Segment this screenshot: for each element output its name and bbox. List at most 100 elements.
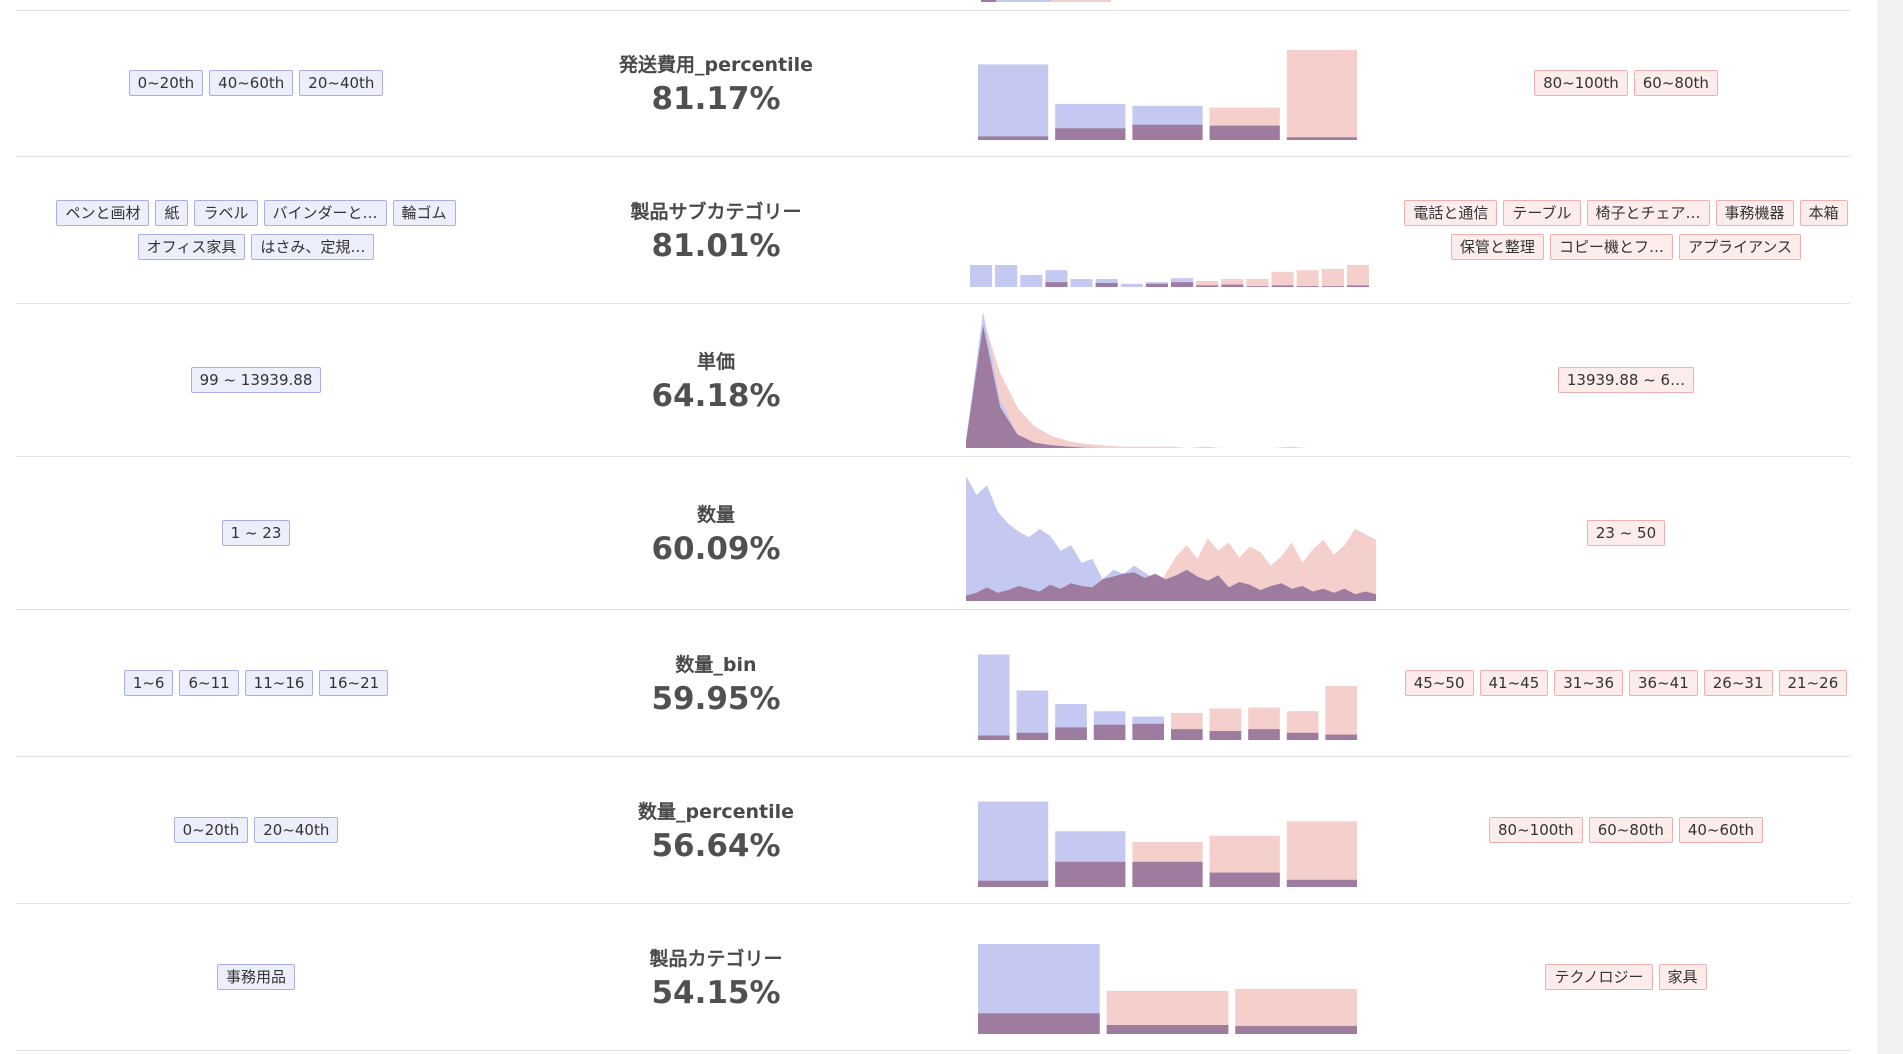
left-value-tag[interactable]: 16~21 [319, 670, 389, 696]
right-value-tag[interactable]: 家具 [1658, 964, 1707, 990]
blue-bar [978, 654, 1010, 740]
right-value-tag[interactable]: 椅子とチェア… [1586, 200, 1710, 226]
blue-bar [1070, 279, 1093, 287]
left-value-tag[interactable]: 20~40th [299, 70, 384, 96]
left-value-tag[interactable]: ラベル [194, 200, 258, 226]
purple-bar [1132, 124, 1203, 140]
low-value-tags: 1 ~ 23 [26, 457, 486, 609]
high-value-tags: 13939.88 ~ 6… [1396, 304, 1856, 456]
red-bar [1296, 270, 1319, 287]
purple-bar [1106, 1025, 1229, 1034]
left-value-tag[interactable]: 輪ゴム [392, 200, 456, 226]
feature-row[interactable]: 99 ~ 13939.88 単価 64.18% 13939.88 ~ 6… [16, 304, 1850, 457]
purple-bar [1055, 727, 1087, 740]
right-value-tag[interactable]: 60~80th [1588, 817, 1673, 843]
low-value-tags: 99 ~ 13939.88 [26, 304, 486, 456]
feature-name: 単価 [696, 350, 735, 373]
feature-summary: 製品サブカテゴリー 81.01% [536, 157, 896, 303]
low-value-tags: ペンと画材紙ラベル バインダーと… 輪ゴムオフィス家具 はさみ、定規… [26, 157, 486, 303]
left-value-tag[interactable]: 事務用品 [216, 964, 295, 990]
purple-bar [1196, 285, 1219, 287]
purple-bar [1055, 861, 1126, 887]
feature-name: 数量_percentile [637, 800, 795, 823]
partial-bar-purple [981, 0, 996, 2]
low-value-tags: 0~20th 40~60th 20~40th [26, 10, 486, 156]
blue-bar [1016, 690, 1049, 740]
low-value-tags: 1~6 6~11 11~16 16~21 [26, 610, 486, 756]
left-value-tag[interactable]: 40~60th [209, 70, 294, 96]
red-area [966, 528, 1376, 601]
purple-bar [1095, 283, 1118, 287]
right-value-tag[interactable]: 41~45 [1479, 670, 1549, 696]
right-value-tag[interactable]: 21~26 [1778, 670, 1848, 696]
right-value-tag[interactable]: 40~60th [1678, 817, 1763, 843]
purple-bar [1286, 879, 1357, 887]
red-bar [1271, 271, 1294, 287]
left-value-tag[interactable]: 6~11 [179, 670, 239, 696]
feature-row[interactable]: 事務用品 製品カテゴリー 54.15% テクノロジー 家具 [16, 904, 1850, 1051]
feature-summary: 発送費用_percentile 81.17% [536, 10, 896, 156]
right-value-tag[interactable]: 23 ~ 50 [1586, 520, 1666, 546]
left-value-tag[interactable]: 1 ~ 23 [221, 520, 291, 546]
left-value-tag[interactable]: 紙 [155, 200, 189, 226]
distribution-chart [978, 944, 1357, 1034]
purple-bar [1235, 1025, 1357, 1034]
feature-name: 製品カテゴリー [649, 947, 783, 970]
feature-row[interactable]: 0~20th 20~40th 数量_percentile 56.64% 80~10… [16, 757, 1850, 904]
right-value-tag[interactable]: 36~41 [1629, 670, 1698, 696]
purple-bar [1145, 283, 1168, 287]
red-area [966, 318, 1376, 448]
left-value-tag[interactable]: 20~40th [254, 817, 339, 843]
vertical-scrollbar[interactable] [1877, 0, 1903, 1054]
feature-row[interactable]: 1 ~ 23 数量 60.09% 23 ~ 50 [16, 457, 1850, 610]
right-value-tag[interactable]: 80~100th [1534, 70, 1628, 96]
feature-row[interactable]: 1~6 6~11 11~16 16~21 数量_bin 59.95% 45~50 41~… [16, 610, 1850, 757]
low-value-tags: 0~20th 20~40th [26, 757, 486, 903]
feature-row[interactable]: ペンと画材紙ラベル バインダーと… 輪ゴムオフィス家具 はさみ、定規… 製品サブカテゴ… [16, 157, 1850, 304]
purple-bar [1016, 732, 1049, 740]
right-value-tag[interactable]: テクノロジー [1545, 964, 1653, 990]
right-value-tag[interactable]: 80~100th [1489, 817, 1583, 843]
feature-row[interactable]: 0~20th 40~60th 20~40th 発送費用_percentile 81.… [16, 10, 1850, 157]
purple-bar [1271, 285, 1294, 287]
purple-bar [1209, 731, 1242, 740]
distribution-chart [966, 475, 1376, 601]
left-value-tag[interactable]: バインダーと… [263, 200, 387, 226]
blue-bar [978, 801, 1049, 887]
right-value-tag[interactable]: 本箱 [1799, 200, 1848, 226]
feature-summary: 製品カテゴリー 54.15% [536, 904, 896, 1050]
right-value-tag[interactable]: テーブル [1503, 200, 1581, 226]
right-value-tag[interactable]: アプライアンス [1678, 234, 1802, 260]
left-value-tag[interactable]: 1~6 [123, 670, 174, 696]
right-value-tag[interactable]: 保管と整理 [1450, 234, 1544, 260]
red-bar [1346, 265, 1369, 287]
right-value-tag[interactable]: 13939.88 ~ 6… [1557, 367, 1695, 393]
purple-bar [1055, 128, 1126, 140]
right-value-tag[interactable]: 60~80th [1633, 70, 1718, 96]
right-value-tag[interactable]: 45~50 [1404, 670, 1474, 696]
feature-name: 数量 [696, 503, 735, 526]
feature-row-partial [16, 0, 1850, 11]
feature-importance: 64.18% [651, 377, 781, 414]
partial-bar-red [1051, 0, 1111, 2]
blue-bar [1020, 275, 1043, 287]
feature-importance: 81.17% [651, 80, 781, 117]
left-value-tag[interactable]: オフィス家具 [137, 234, 246, 260]
right-value-tag[interactable]: 事務機器 [1715, 200, 1794, 226]
red-bar [1221, 279, 1244, 287]
left-value-tag[interactable]: 0~20th [173, 817, 249, 843]
right-value-tag[interactable]: 電話と通信 [1404, 200, 1498, 226]
purple-bar [1221, 284, 1244, 287]
left-value-tag[interactable]: 0~20th [128, 70, 204, 96]
right-value-tag[interactable]: 31~36 [1554, 670, 1623, 696]
left-value-tag[interactable]: はさみ、定規… [251, 234, 375, 260]
red-bar [1321, 269, 1344, 287]
left-value-tag[interactable]: 99 ~ 13939.88 [190, 367, 322, 393]
left-value-tag[interactable]: 11~16 [244, 670, 314, 696]
feature-name: 数量_bin [675, 653, 757, 676]
distribution-chart [970, 265, 1369, 287]
left-value-tag[interactable]: ペンと画材 [56, 200, 150, 226]
purple-bar [1246, 286, 1269, 287]
right-value-tag[interactable]: 26~31 [1703, 670, 1773, 696]
right-value-tag[interactable]: コピー機とフ… [1549, 234, 1673, 260]
